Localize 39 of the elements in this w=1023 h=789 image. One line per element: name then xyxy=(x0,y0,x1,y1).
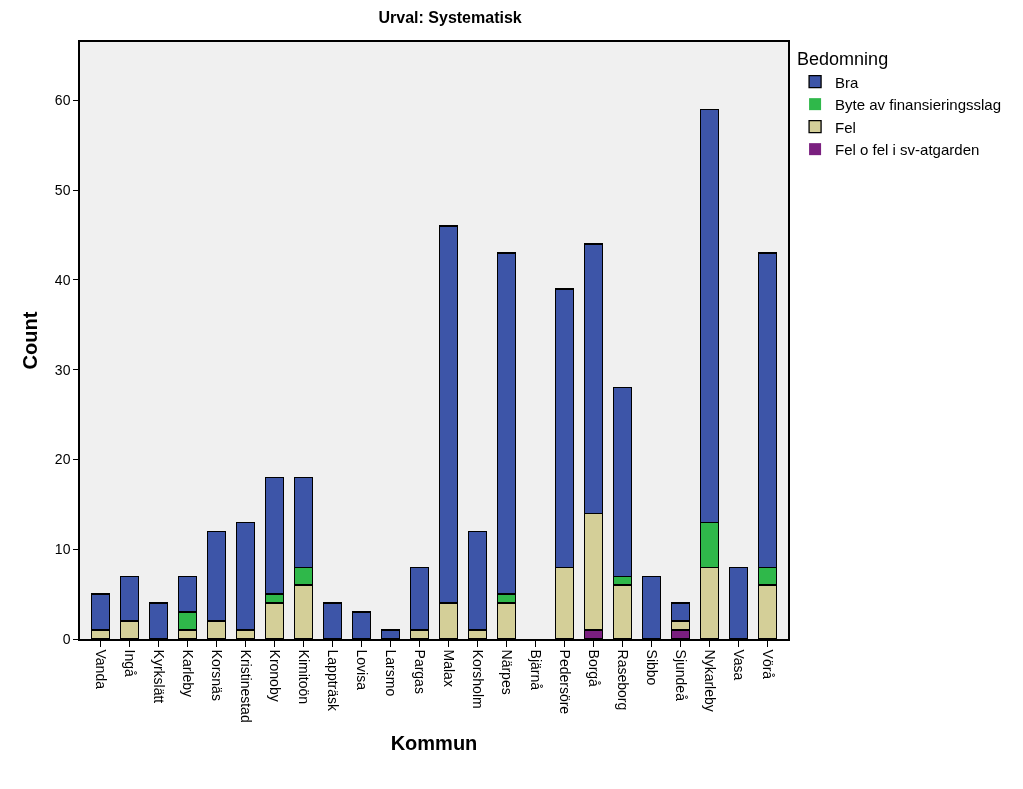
legend-label: Bra xyxy=(835,73,860,91)
x-tick-label: Vasa xyxy=(731,649,748,681)
y-tick-label: 10 xyxy=(54,541,71,558)
x-tick-label: Vanda xyxy=(92,649,109,690)
x-axis-title: Kommun xyxy=(390,731,478,754)
x-tick-label: Raseborg xyxy=(615,649,632,711)
x-tick-label: Lovisa xyxy=(353,649,370,691)
y-tick-label: 50 xyxy=(54,182,71,199)
x-tick-label: Sjundeå xyxy=(673,649,690,702)
x-tick-label: Nykarleby xyxy=(702,649,719,712)
x-tick-label: Kristinestad xyxy=(237,649,254,723)
y-tick-label: 30 xyxy=(54,361,71,378)
x-tick-label: Sibbo xyxy=(644,649,661,686)
legend-label: Fel o fel i sv-atgarden xyxy=(835,141,980,158)
x-tick-label: Vörå xyxy=(760,649,777,680)
x-tick-label: Kyrkslätt xyxy=(150,649,167,704)
x-tick-label: Larsmo xyxy=(382,649,399,697)
legend-title: Bedomning xyxy=(797,49,889,70)
y-axis-title: Count xyxy=(18,311,41,370)
x-tick-label: Pedersöre xyxy=(557,649,574,715)
x-tick-label: Borgå xyxy=(586,649,603,688)
x-tick-label: Korsholm xyxy=(469,649,486,709)
x-tick-label: Malax xyxy=(440,649,457,687)
x-tick-label: Pargas xyxy=(411,649,428,694)
legend-label: Byte av finansieringsslag xyxy=(835,96,1002,113)
x-tick-label: Bjärnå xyxy=(528,649,545,691)
x-tick-label: Lappträsk xyxy=(324,649,341,713)
x-tick-label: Karleby xyxy=(179,649,196,698)
x-tick-label: Kronoby xyxy=(266,649,283,702)
x-tick-label: Kimitoön xyxy=(295,649,312,705)
y-tick-label: 60 xyxy=(54,92,71,109)
y-tick-label: 20 xyxy=(54,451,71,468)
x-tick-label: Närpes xyxy=(498,649,515,695)
y-tick-label: 0 xyxy=(62,630,71,647)
legend-label: Fel xyxy=(835,118,856,136)
x-tick-label: Korsnäs xyxy=(208,649,225,701)
y-tick-label: 40 xyxy=(54,271,71,288)
x-tick-label: Ingå xyxy=(121,649,138,678)
chart-title: Urval: Systematisk xyxy=(378,9,522,27)
